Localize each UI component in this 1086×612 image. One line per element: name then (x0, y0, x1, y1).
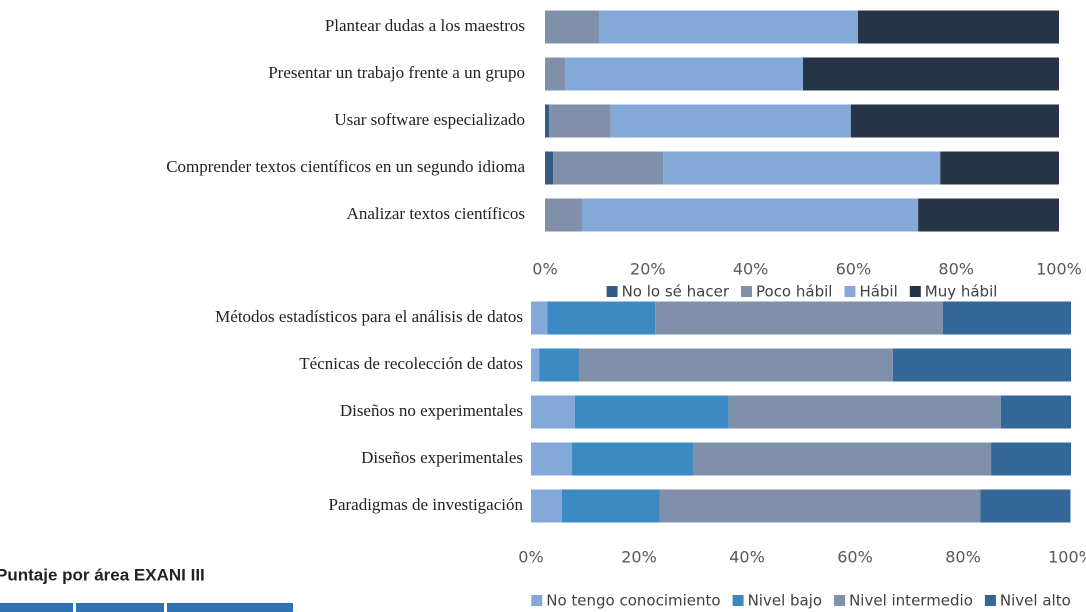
bar-segment (1000, 395, 1071, 429)
x-tick-label: 100% (1036, 260, 1082, 279)
bar-segment (553, 151, 664, 185)
bar-segment (980, 489, 1071, 523)
legend-swatch (834, 595, 846, 606)
table-header-cell (76, 603, 164, 612)
bar-segment (549, 104, 611, 138)
bar-segment (803, 57, 1059, 91)
x-tick-label: 40% (733, 260, 769, 279)
legend-label: Nivel intermedio (849, 592, 973, 610)
bar-segment (918, 198, 1059, 232)
category-label: Comprender textos científicos en un segu… (166, 157, 525, 176)
x-tick-label: 100% (1048, 548, 1086, 567)
legend-swatch (732, 595, 744, 606)
bar-segment (545, 104, 550, 138)
category-label: Analizar textos científicos (347, 204, 525, 223)
x-tick-label: 60% (837, 548, 873, 567)
category-label: Paradigmas de investigación (328, 495, 523, 514)
bar-segment (598, 10, 859, 44)
category-label: Técnicas de recolección de datos (299, 354, 523, 373)
category-label: Diseños no experimentales (340, 401, 523, 420)
x-tick-label: 80% (945, 548, 981, 567)
bar-segment (531, 301, 548, 335)
bar-segment (531, 395, 575, 429)
legend-swatch (844, 286, 856, 297)
bar-segment (545, 57, 566, 91)
bar-segment (539, 348, 580, 382)
bar-segment (663, 151, 941, 185)
bar-segment (531, 348, 540, 382)
section-title: Puntaje por área EXANI III (0, 565, 205, 584)
legend-label: Nivel bajo (748, 592, 823, 610)
legend-label: Nivel alto (1000, 592, 1071, 610)
bar-segment (659, 489, 981, 523)
bar-segment (531, 442, 573, 476)
legend-label: Hábil (859, 283, 897, 301)
category-label: Diseños experimentales (361, 448, 523, 467)
table-header-cell (167, 603, 293, 612)
bar-segment (991, 442, 1071, 476)
bar-segment (531, 489, 562, 523)
x-tick-label: 40% (729, 548, 765, 567)
bar-segment (693, 442, 992, 476)
category-label: Métodos estadísticos para el análisis de… (215, 307, 523, 326)
x-tick-label: 0% (518, 548, 543, 567)
bar-segment (545, 198, 583, 232)
legend-label: Poco hábil (756, 283, 832, 301)
legend-label: No lo sé hacer (622, 283, 730, 301)
x-tick-label: 20% (621, 548, 657, 567)
legend-swatch (984, 595, 996, 606)
category-label: Plantear dudas a los maestros (325, 16, 525, 35)
bar-segment (574, 395, 729, 429)
legend-swatch (741, 286, 753, 297)
bar-segment (561, 489, 660, 523)
bar-segment (565, 57, 804, 91)
category-label: Presentar un trabajo frente a un grupo (268, 63, 525, 82)
bar-segment (545, 151, 554, 185)
bar-segment (940, 151, 1059, 185)
legend-swatch (531, 595, 543, 606)
bar-segment (858, 10, 1059, 44)
bar-segment (545, 10, 599, 44)
x-tick-label: 80% (938, 260, 974, 279)
bar-segment (547, 301, 656, 335)
bar-segment (892, 348, 1071, 382)
legend-label: No tengo conocimiento (546, 592, 720, 610)
bar-segment (655, 301, 944, 335)
legend-swatch (909, 286, 921, 297)
legend-swatch (606, 286, 618, 297)
bar-segment (572, 442, 693, 476)
x-tick-label: 60% (836, 260, 872, 279)
bar-segment (728, 395, 1001, 429)
bar-segment (943, 301, 1071, 335)
category-label: Usar software especializado (334, 110, 525, 129)
x-tick-label: 0% (532, 260, 557, 279)
bar-segment (610, 104, 851, 138)
legend-label: Muy hábil (925, 283, 998, 301)
table-header-cell (0, 603, 73, 612)
bar-segment (582, 198, 919, 232)
bar-segment (850, 104, 1059, 138)
bar-segment (579, 348, 893, 382)
x-tick-label: 20% (630, 260, 666, 279)
